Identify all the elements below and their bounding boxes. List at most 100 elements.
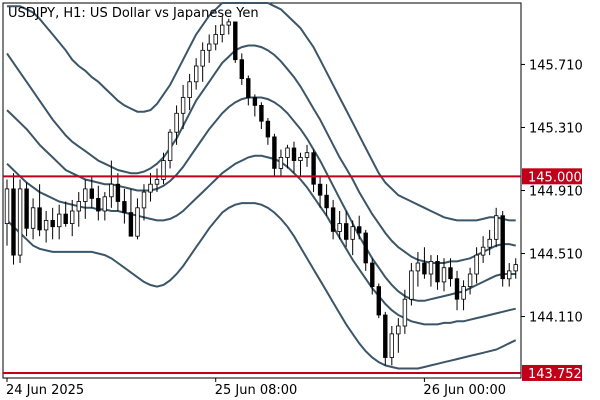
- candle: [226, 18, 231, 35]
- candle: [122, 188, 127, 224]
- candle: [409, 262, 414, 306]
- y-tick-label: 144.110: [529, 311, 583, 326]
- candle: [441, 258, 447, 292]
- level-label-bg: [522, 168, 582, 185]
- y-tick-label: 144.910: [529, 185, 583, 200]
- plot-area: [2, 2, 522, 379]
- candle: [402, 289, 408, 334]
- x-tick-label: 24 Jun 2025: [6, 383, 84, 398]
- candle: [291, 141, 297, 174]
- candle: [252, 94, 258, 117]
- candle: [161, 152, 166, 185]
- candle: [376, 283, 381, 319]
- candle: [43, 210, 49, 243]
- candle: [278, 149, 284, 177]
- y-axis: 145.710 145.310 144.910 144.510 144.110: [521, 58, 583, 326]
- candle: [11, 173, 16, 265]
- band-line-1: [7, 2, 516, 222]
- candle: [259, 102, 264, 130]
- band-line-5: [6, 202, 517, 370]
- candle: [109, 160, 114, 208]
- x-tick-label: 26 Jun 00:00: [423, 383, 506, 398]
- candle: [356, 215, 362, 240]
- candle: [428, 255, 434, 287]
- candle: [500, 210, 505, 287]
- candle: [213, 25, 218, 51]
- candle: [493, 207, 499, 248]
- candle: [330, 199, 336, 240]
- candle: [363, 229, 368, 271]
- candle: [89, 176, 94, 208]
- candle: [96, 185, 101, 221]
- candle: [350, 220, 355, 256]
- candle: [57, 204, 62, 240]
- candle: [200, 42, 205, 82]
- candle: [461, 280, 466, 311]
- candle: [474, 247, 479, 284]
- candle: [187, 73, 192, 111]
- candle: [128, 188, 134, 237]
- candle: [4, 179, 10, 246]
- candle: [324, 184, 329, 216]
- candle: [415, 251, 421, 287]
- candle: [180, 84, 186, 130]
- candle: [265, 118, 271, 145]
- candle: [115, 173, 121, 211]
- candle: [206, 34, 212, 63]
- level-label: 145.000: [528, 170, 582, 185]
- candle: [102, 192, 107, 221]
- candle: [76, 192, 81, 227]
- candle: [343, 210, 349, 248]
- candle: [337, 210, 342, 240]
- candle: [239, 53, 244, 85]
- candle: [70, 199, 75, 237]
- candle: [422, 247, 427, 279]
- candle: [141, 184, 147, 221]
- candle: [298, 152, 303, 177]
- candle: [506, 262, 512, 287]
- y-tick-label: 145.310: [529, 121, 583, 136]
- candle: [50, 207, 55, 240]
- y-tick-label: 144.510: [529, 248, 583, 263]
- chart-title: USDJPY, H1: US Dollar vs Japanese Yen: [8, 6, 259, 21]
- candle: [480, 236, 486, 263]
- candle: [148, 173, 153, 202]
- candles: [4, 15, 518, 366]
- candle: [30, 198, 36, 240]
- candle: [233, 21, 238, 63]
- candle: [63, 201, 68, 227]
- candle: [272, 133, 277, 177]
- candle: [435, 255, 440, 290]
- candle: [487, 229, 492, 256]
- candle: [246, 75, 251, 106]
- candle: [193, 58, 199, 90]
- candle: [311, 149, 316, 193]
- candle: [167, 129, 173, 169]
- level-label-bg: [522, 364, 582, 381]
- candle: [154, 168, 160, 193]
- candle: [135, 198, 140, 240]
- candle: [389, 326, 394, 366]
- candle: [174, 105, 179, 145]
- candle: [37, 184, 42, 237]
- candle: [396, 318, 401, 353]
- candle: [317, 176, 323, 208]
- level-label: 143.752: [528, 367, 582, 382]
- y-tick-label: 145.710: [529, 58, 583, 73]
- candle: [370, 258, 375, 295]
- candle: [285, 144, 290, 169]
- candle: [383, 311, 388, 366]
- x-tick-label: 25 Jun 08:00: [215, 383, 298, 398]
- candle: [219, 15, 225, 43]
- candle: [513, 258, 518, 279]
- horizontal-lines: 145.000 143.752: [3, 168, 582, 382]
- candle: [17, 179, 23, 263]
- candle: [24, 182, 29, 237]
- candle: [454, 270, 460, 311]
- candle: [448, 258, 453, 287]
- candle: [83, 179, 88, 219]
- candle: [467, 267, 473, 295]
- candle: [304, 144, 310, 167]
